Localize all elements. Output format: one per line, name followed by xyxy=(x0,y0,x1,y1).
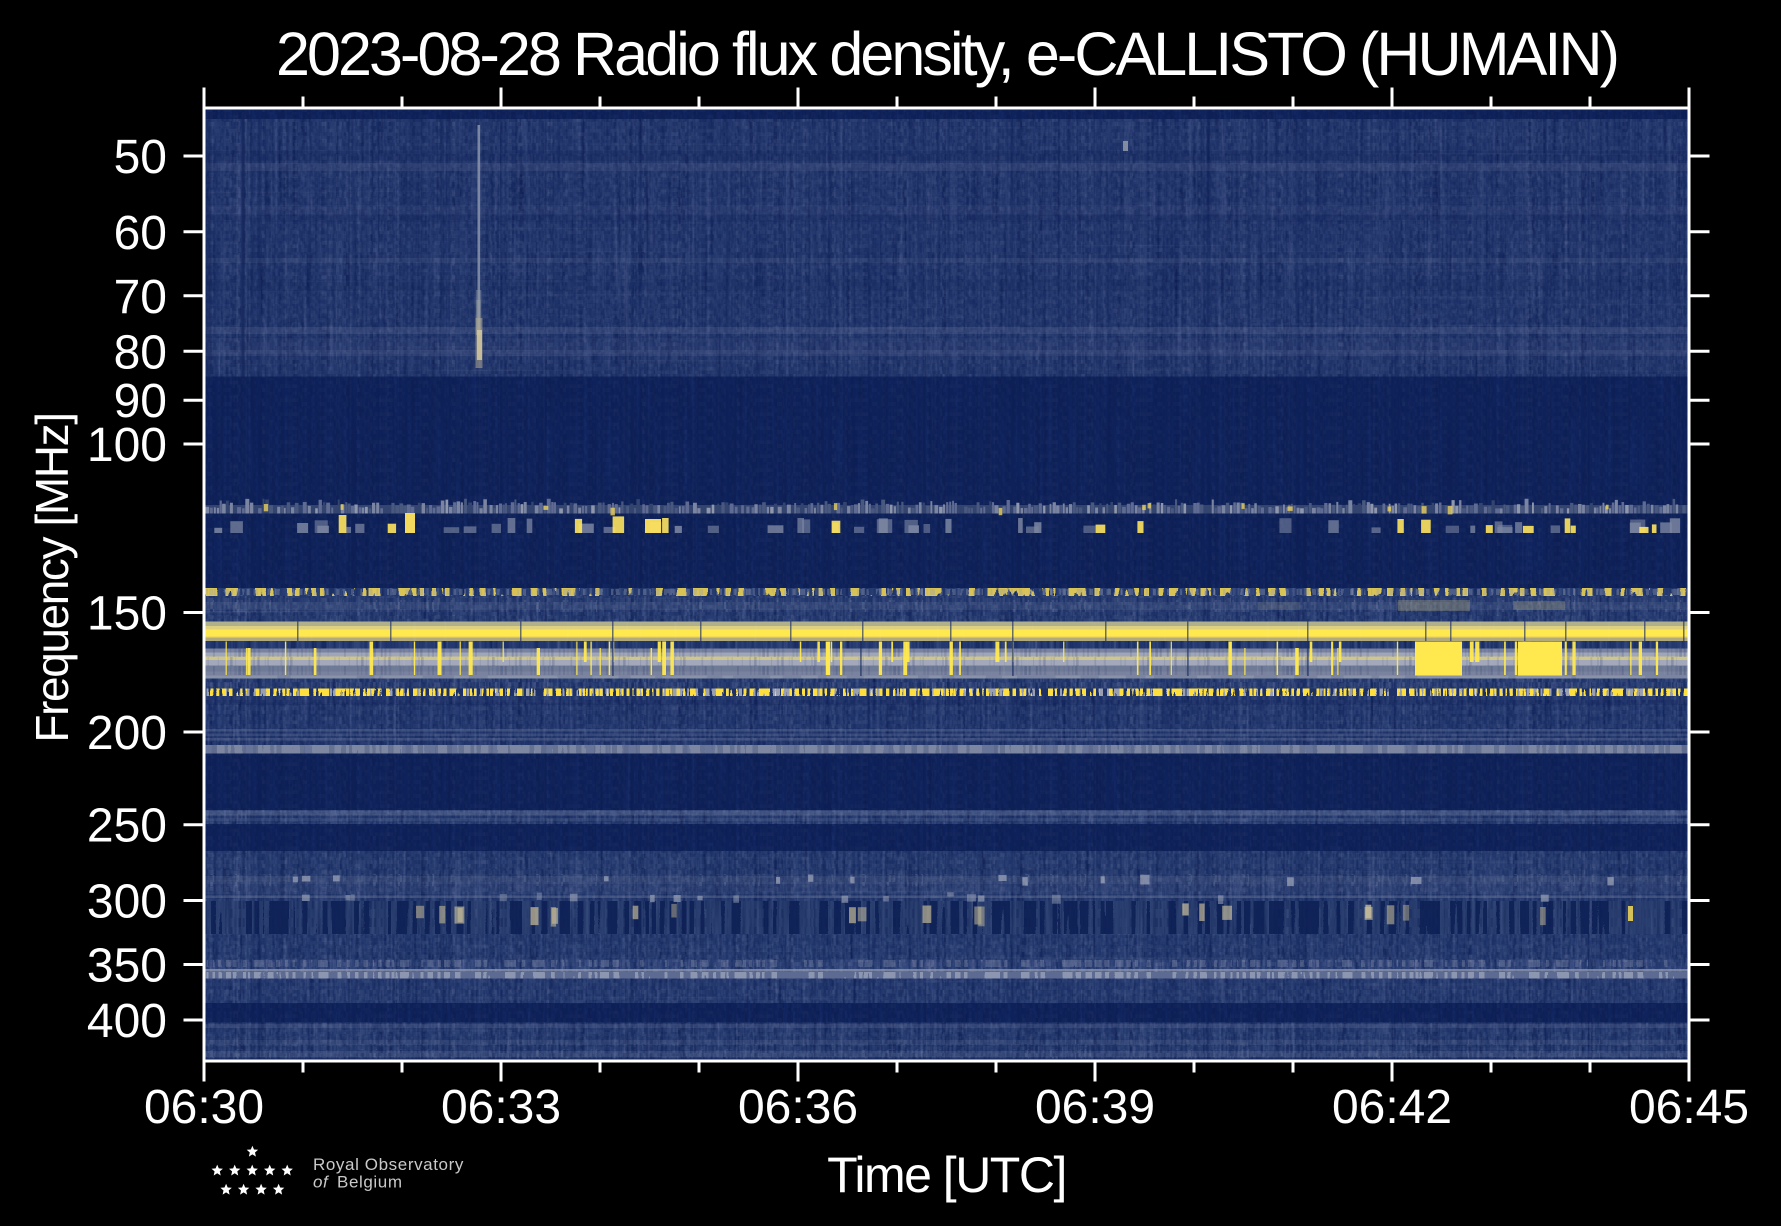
svg-text:2023-08-28 Radio flux density,: 2023-08-28 Radio flux density, e-CALLIST… xyxy=(276,20,1617,88)
svg-text:90: 90 xyxy=(114,375,167,428)
svg-text:Frequency [MHz]: Frequency [MHz] xyxy=(26,413,78,742)
svg-text:06:30: 06:30 xyxy=(144,1081,264,1134)
svg-text:Royal Observatory: Royal Observatory xyxy=(313,1155,464,1174)
svg-text:350: 350 xyxy=(87,940,167,993)
svg-text:100: 100 xyxy=(87,419,167,472)
svg-text:200: 200 xyxy=(87,707,167,760)
svg-text:Time [UTC]: Time [UTC] xyxy=(827,1147,1066,1203)
svg-text:150: 150 xyxy=(87,588,167,641)
svg-text:06:42: 06:42 xyxy=(1332,1081,1452,1134)
svg-text:70: 70 xyxy=(114,271,167,324)
svg-text:250: 250 xyxy=(87,800,167,853)
svg-text:06:45: 06:45 xyxy=(1629,1081,1749,1134)
svg-text:60: 60 xyxy=(114,207,167,260)
svg-text:300: 300 xyxy=(87,876,167,929)
svg-text:50: 50 xyxy=(114,131,167,184)
svg-text:80: 80 xyxy=(114,326,167,379)
svg-text:400: 400 xyxy=(87,995,167,1048)
svg-text:06:39: 06:39 xyxy=(1035,1081,1155,1134)
svg-text:06:36: 06:36 xyxy=(738,1081,858,1134)
svg-text:06:33: 06:33 xyxy=(441,1081,561,1134)
